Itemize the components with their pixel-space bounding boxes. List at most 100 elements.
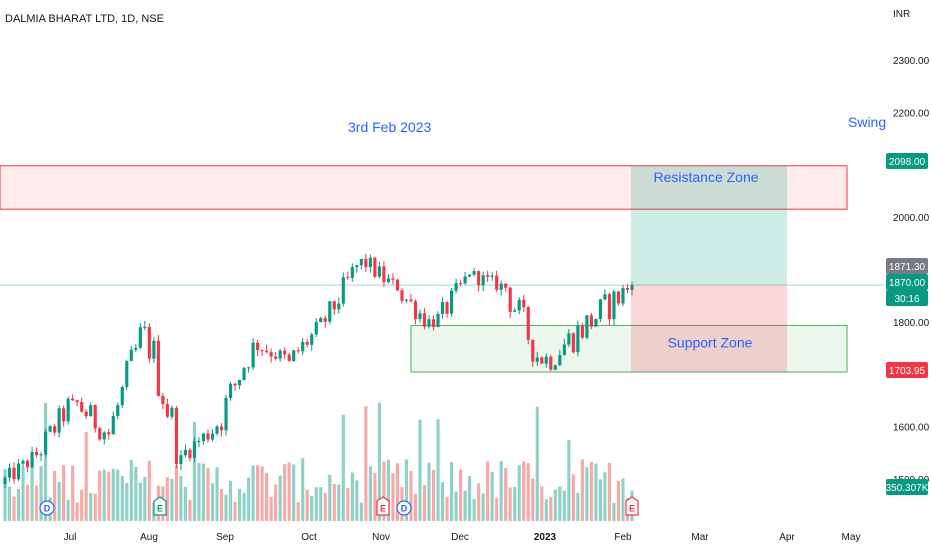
time-tick-label: May — [842, 532, 861, 543]
candle-body — [107, 432, 111, 435]
candle-body — [472, 271, 476, 275]
candle-body — [228, 383, 233, 398]
volume-bar — [404, 459, 409, 521]
candle-body — [301, 341, 305, 352]
volume-bar — [445, 496, 449, 521]
candle — [445, 300, 449, 318]
candle — [242, 367, 246, 381]
candle — [210, 429, 215, 442]
candle-body — [192, 441, 197, 459]
volume-bar — [431, 469, 436, 521]
candle — [102, 430, 106, 445]
candle-body — [147, 326, 151, 359]
price-badge-text: 2098.00 — [889, 157, 926, 168]
candle — [436, 311, 440, 328]
candle-body — [12, 467, 16, 480]
time-tick-label: Sep — [216, 532, 234, 543]
candles-layer — [3, 253, 634, 489]
candle — [495, 270, 499, 293]
volume-bar — [490, 471, 494, 521]
candle-body — [16, 463, 21, 480]
volume-bar — [373, 472, 377, 521]
volume-bar — [522, 461, 526, 521]
candle — [431, 315, 436, 331]
event-marker-letter: E — [629, 504, 635, 514]
volume-bar — [237, 488, 242, 521]
volume-bar — [89, 492, 93, 521]
price-badge-text: 1703.95 — [889, 366, 926, 377]
volume-bar — [346, 488, 350, 521]
candle — [93, 404, 97, 433]
candle — [621, 284, 625, 307]
volume-bar — [138, 482, 142, 521]
candle — [400, 288, 404, 304]
price-badge-text: 30:16 — [894, 294, 919, 305]
candle — [143, 320, 147, 331]
candle-body — [116, 405, 120, 417]
volume-bar — [526, 463, 530, 521]
candle-body — [535, 357, 539, 362]
candle — [373, 256, 377, 279]
volume-bar — [62, 465, 66, 521]
price-tick-label: 1600.00 — [893, 422, 930, 433]
candle — [459, 279, 463, 287]
position-tool[interactable]: Resistance Zone Support Zone — [631, 165, 787, 373]
earnings-icon — [153, 496, 167, 516]
volume-bar — [25, 484, 30, 521]
volume-bar — [93, 493, 97, 521]
candle-body — [71, 398, 75, 401]
volume-bar — [364, 406, 368, 521]
volume-bar — [495, 498, 499, 521]
candle — [116, 402, 120, 420]
volume-bar — [287, 462, 291, 521]
candle-body — [120, 387, 124, 406]
volume-bar — [39, 466, 43, 521]
candle-body — [459, 283, 463, 285]
volume-bar — [80, 489, 84, 521]
candle-body — [630, 285, 634, 290]
candle — [531, 339, 535, 367]
volume-bar — [84, 432, 88, 521]
candle-body — [386, 278, 390, 283]
candle-body — [242, 367, 246, 380]
time-axis[interactable]: Jul Aug Sep Oct Nov Dec 2023 Feb Mar Apr May — [64, 532, 861, 543]
candle-body — [445, 302, 449, 314]
event-marker-earnings: E — [625, 496, 639, 516]
candle — [34, 447, 39, 458]
volume-bar — [251, 465, 255, 521]
candle — [89, 402, 93, 417]
price-badge-bg — [886, 258, 928, 274]
volume-bar — [143, 476, 147, 521]
volume-bar — [98, 470, 102, 521]
candle-body — [25, 460, 30, 468]
candle — [98, 426, 102, 442]
candle-body — [138, 327, 142, 348]
volume-bar — [57, 481, 61, 521]
volume-bar — [567, 440, 571, 521]
candle-body — [490, 275, 494, 277]
candle — [499, 280, 503, 296]
candle-body — [30, 452, 34, 468]
candle — [120, 385, 124, 409]
volume-bar — [269, 497, 273, 521]
candle-body — [350, 267, 354, 278]
candle — [526, 305, 530, 345]
candle — [440, 297, 445, 319]
candle — [522, 294, 526, 313]
candle — [422, 308, 427, 330]
candle-body — [346, 277, 350, 279]
volume-bar — [477, 483, 481, 521]
candle-body — [508, 287, 512, 312]
candle-body — [612, 291, 616, 320]
price-badge-bg — [886, 479, 928, 495]
candle-body — [287, 354, 291, 362]
candle-body — [373, 257, 377, 277]
candle — [359, 258, 363, 270]
candle — [603, 289, 607, 301]
volume-bar — [558, 486, 562, 521]
volume-bar — [75, 502, 79, 521]
candle — [418, 309, 422, 323]
candle-body — [594, 318, 598, 327]
candle — [260, 349, 264, 357]
